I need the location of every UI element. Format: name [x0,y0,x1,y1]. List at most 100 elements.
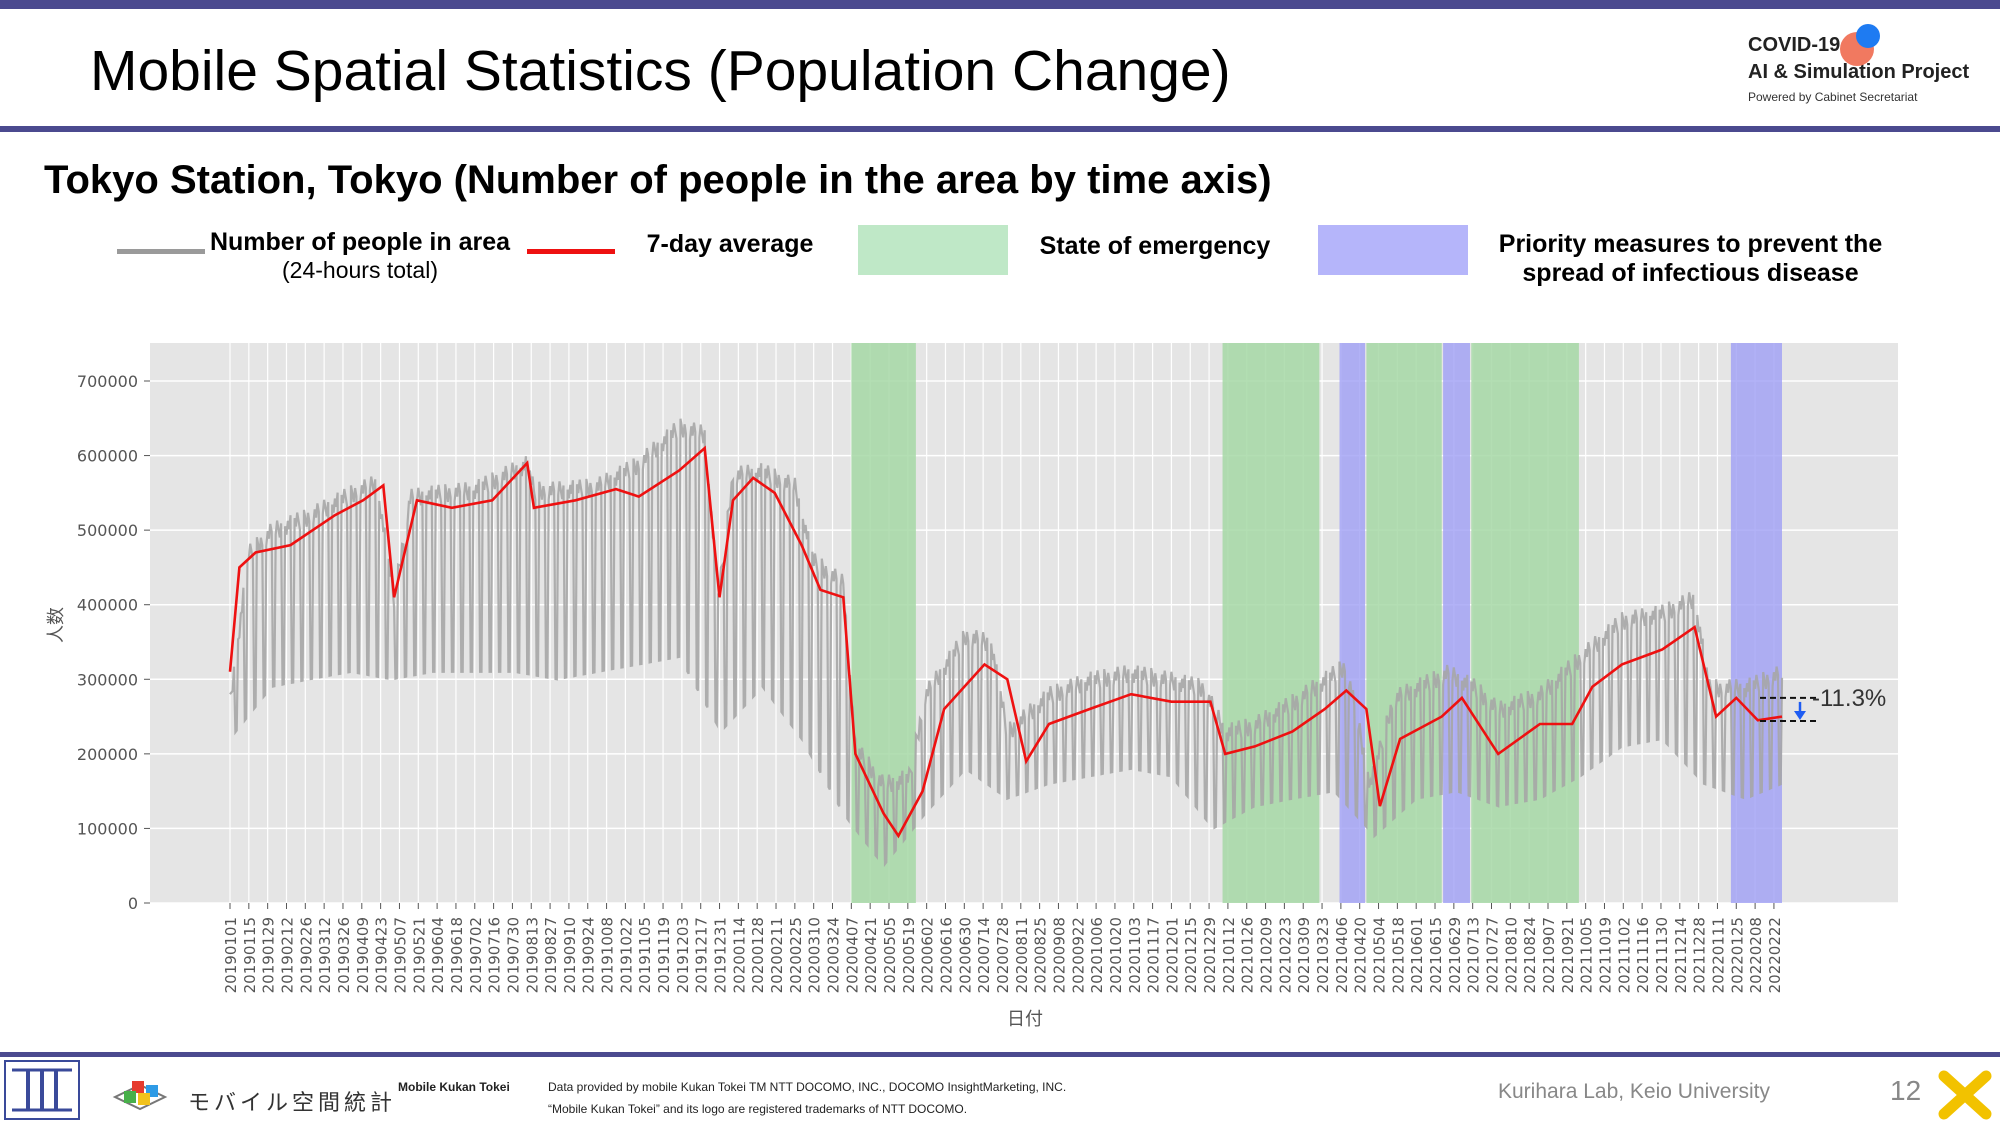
x-tick-label: 20191231 [712,917,730,993]
lab-logo-icon [4,1060,80,1120]
x-tick-label: 20201006 [1088,917,1106,993]
page-number: 12 [1890,1075,1922,1106]
x-tick-label: 20210209 [1258,917,1276,993]
brand-block: COVID-19 AI & Simulation Project Powered… [1748,24,1988,104]
x-tick-label: 20220125 [1728,917,1746,993]
x-tick-label: 20220111 [1709,917,1727,993]
x-tick-label: 20190910 [561,917,579,993]
y-tick-label: 300000 [77,670,138,689]
footer-note-line2: “Mobile Kukan Tokei” and its logo are re… [548,1102,968,1116]
x-tick-label: 20201201 [1163,917,1181,993]
average-series-line [228,445,1783,839]
footer-note-line1: Data provided by mobile Kukan Tokei TM N… [548,1080,1067,1094]
x-tick-label: 20210615 [1427,917,1445,993]
x-tick-label: 20191203 [674,917,692,993]
x-tick-label: 20200811 [1013,917,1031,993]
x-tick-label: 20190813 [523,917,541,993]
y-tick-label: 100000 [77,819,138,838]
x-tick-label: 20191022 [617,917,635,993]
emergency-band [1366,343,1442,903]
x-tick-label: 20211116 [1634,917,1652,993]
x-tick-label: 20210420 [1352,917,1370,993]
x-tick-label: 20200114 [730,917,748,993]
annotation-label: -11.3% [1812,685,1886,712]
x-tick-label: 20210518 [1389,917,1407,993]
x-tick-label: 20191105 [636,917,654,993]
x-tick-label: 20190507 [391,917,409,993]
footer-logo-text: モバイル空間統計 [188,1091,397,1116]
x-tick-label: 20201020 [1107,917,1125,993]
x-tick-label: 20190702 [467,917,485,993]
x-tick-label: 20191217 [693,917,711,993]
x-tick-label: 20211228 [1691,917,1709,993]
x-tick-label: 20190101 [222,917,240,993]
x-tick-label: 20210713 [1465,917,1483,993]
x-tick-label: 20210907 [1540,917,1558,993]
legend-average-label: 7-day average [646,230,814,258]
x-tick-label: 20210126 [1239,917,1257,993]
legend-emergency-swatch [858,225,1008,275]
x-tick-label: 20210323 [1314,917,1332,993]
x-tick-label: 20201117 [1145,917,1163,993]
x-tick-label: 20201215 [1182,917,1200,993]
page-title: Mobile Spatial Statistics (Population Ch… [90,39,1231,103]
footer-credit: Kurihara Lab, Keio University [1498,1080,1770,1103]
title-divider [0,126,2000,132]
priority-band [1339,343,1366,903]
legend-priority-label: Priority measures to prevent the spread … [1478,230,1903,288]
x-tick-label: 20190226 [297,917,315,993]
footer-bold-label: Mobile Kukan Tokei [398,1080,510,1094]
annotation-arrow-head [1794,711,1806,721]
x-tick-label: 20200128 [749,917,767,993]
x-tick-label: 20190521 [410,917,428,993]
brand-dot-blue [1856,24,1880,48]
x-tick-label: 20190716 [486,917,504,993]
x-tick-label: 20200505 [881,917,899,993]
y-tick-label: 0 [128,894,138,913]
x-tick-label: 20190827 [542,917,560,993]
x-axis-label: 日付 [1007,1009,1043,1030]
x-tick-label: 20211102 [1615,917,1633,993]
priority-band [1443,343,1470,903]
y-tick-label: 500000 [77,521,138,540]
legend-daily-swatch [117,249,205,254]
x-tick-label: 20201229 [1201,917,1219,993]
chart-subtitle: Tokyo Station, Tokyo (Number of people i… [44,158,1272,202]
x-tick-label: 20201103 [1126,917,1144,993]
x-tick-label: 20200714 [975,917,993,993]
x-tick-label: 20200616 [937,917,955,993]
x-tick-label: 20210504 [1371,917,1389,993]
y-tick-label: 400000 [77,596,138,615]
legend-priority-line1: Priority measures to prevent the [1498,230,1883,258]
x-tick-label: 20190409 [354,917,372,993]
x-tick-label: 20190423 [373,917,391,993]
x-tick-label: 20210112 [1220,917,1238,993]
x-tick-label: 20210824 [1521,917,1539,993]
x-tick-label: 20191119 [655,917,673,993]
x-tick-label: 20210629 [1446,917,1464,993]
daily-series-line [229,418,1784,868]
x-tick-label: 20200908 [1050,917,1068,993]
legend-daily-title: Number of people in area [209,228,511,256]
x-tick-label: 20210810 [1502,917,1520,993]
x-tick-label: 20200421 [862,917,880,993]
x-tick-label: 20220222 [1766,917,1784,993]
x-tick-label: 20200211 [768,917,786,993]
emergency-band [1471,343,1579,903]
x-logo-icon [1938,1070,1992,1120]
x-tick-label: 20190730 [504,917,522,993]
x-tick-label: 20211214 [1672,917,1690,993]
x-tick-label: 20210309 [1295,917,1313,993]
x-tick-label: 20210223 [1276,917,1294,993]
legend-emergency-label: State of emergency [1039,232,1271,260]
legend-priority-line2: spread of infectious disease [1522,259,1859,287]
population-chart: 0 100000 200000 300000 400000 500000 600000 700… [46,343,1898,1030]
brand-line-1: COVID-19 [1748,34,1841,56]
y-tick-label: 600000 [77,447,138,466]
top-accent-bar [0,0,2000,9]
x-tick-label: 20190129 [260,917,278,993]
x-tick-label: 20200825 [1032,917,1050,993]
legend-daily-sub: (24-hours total) [282,257,438,283]
x-tick-label: 20200602 [919,917,937,993]
x-tick-label: 20211005 [1578,917,1596,993]
